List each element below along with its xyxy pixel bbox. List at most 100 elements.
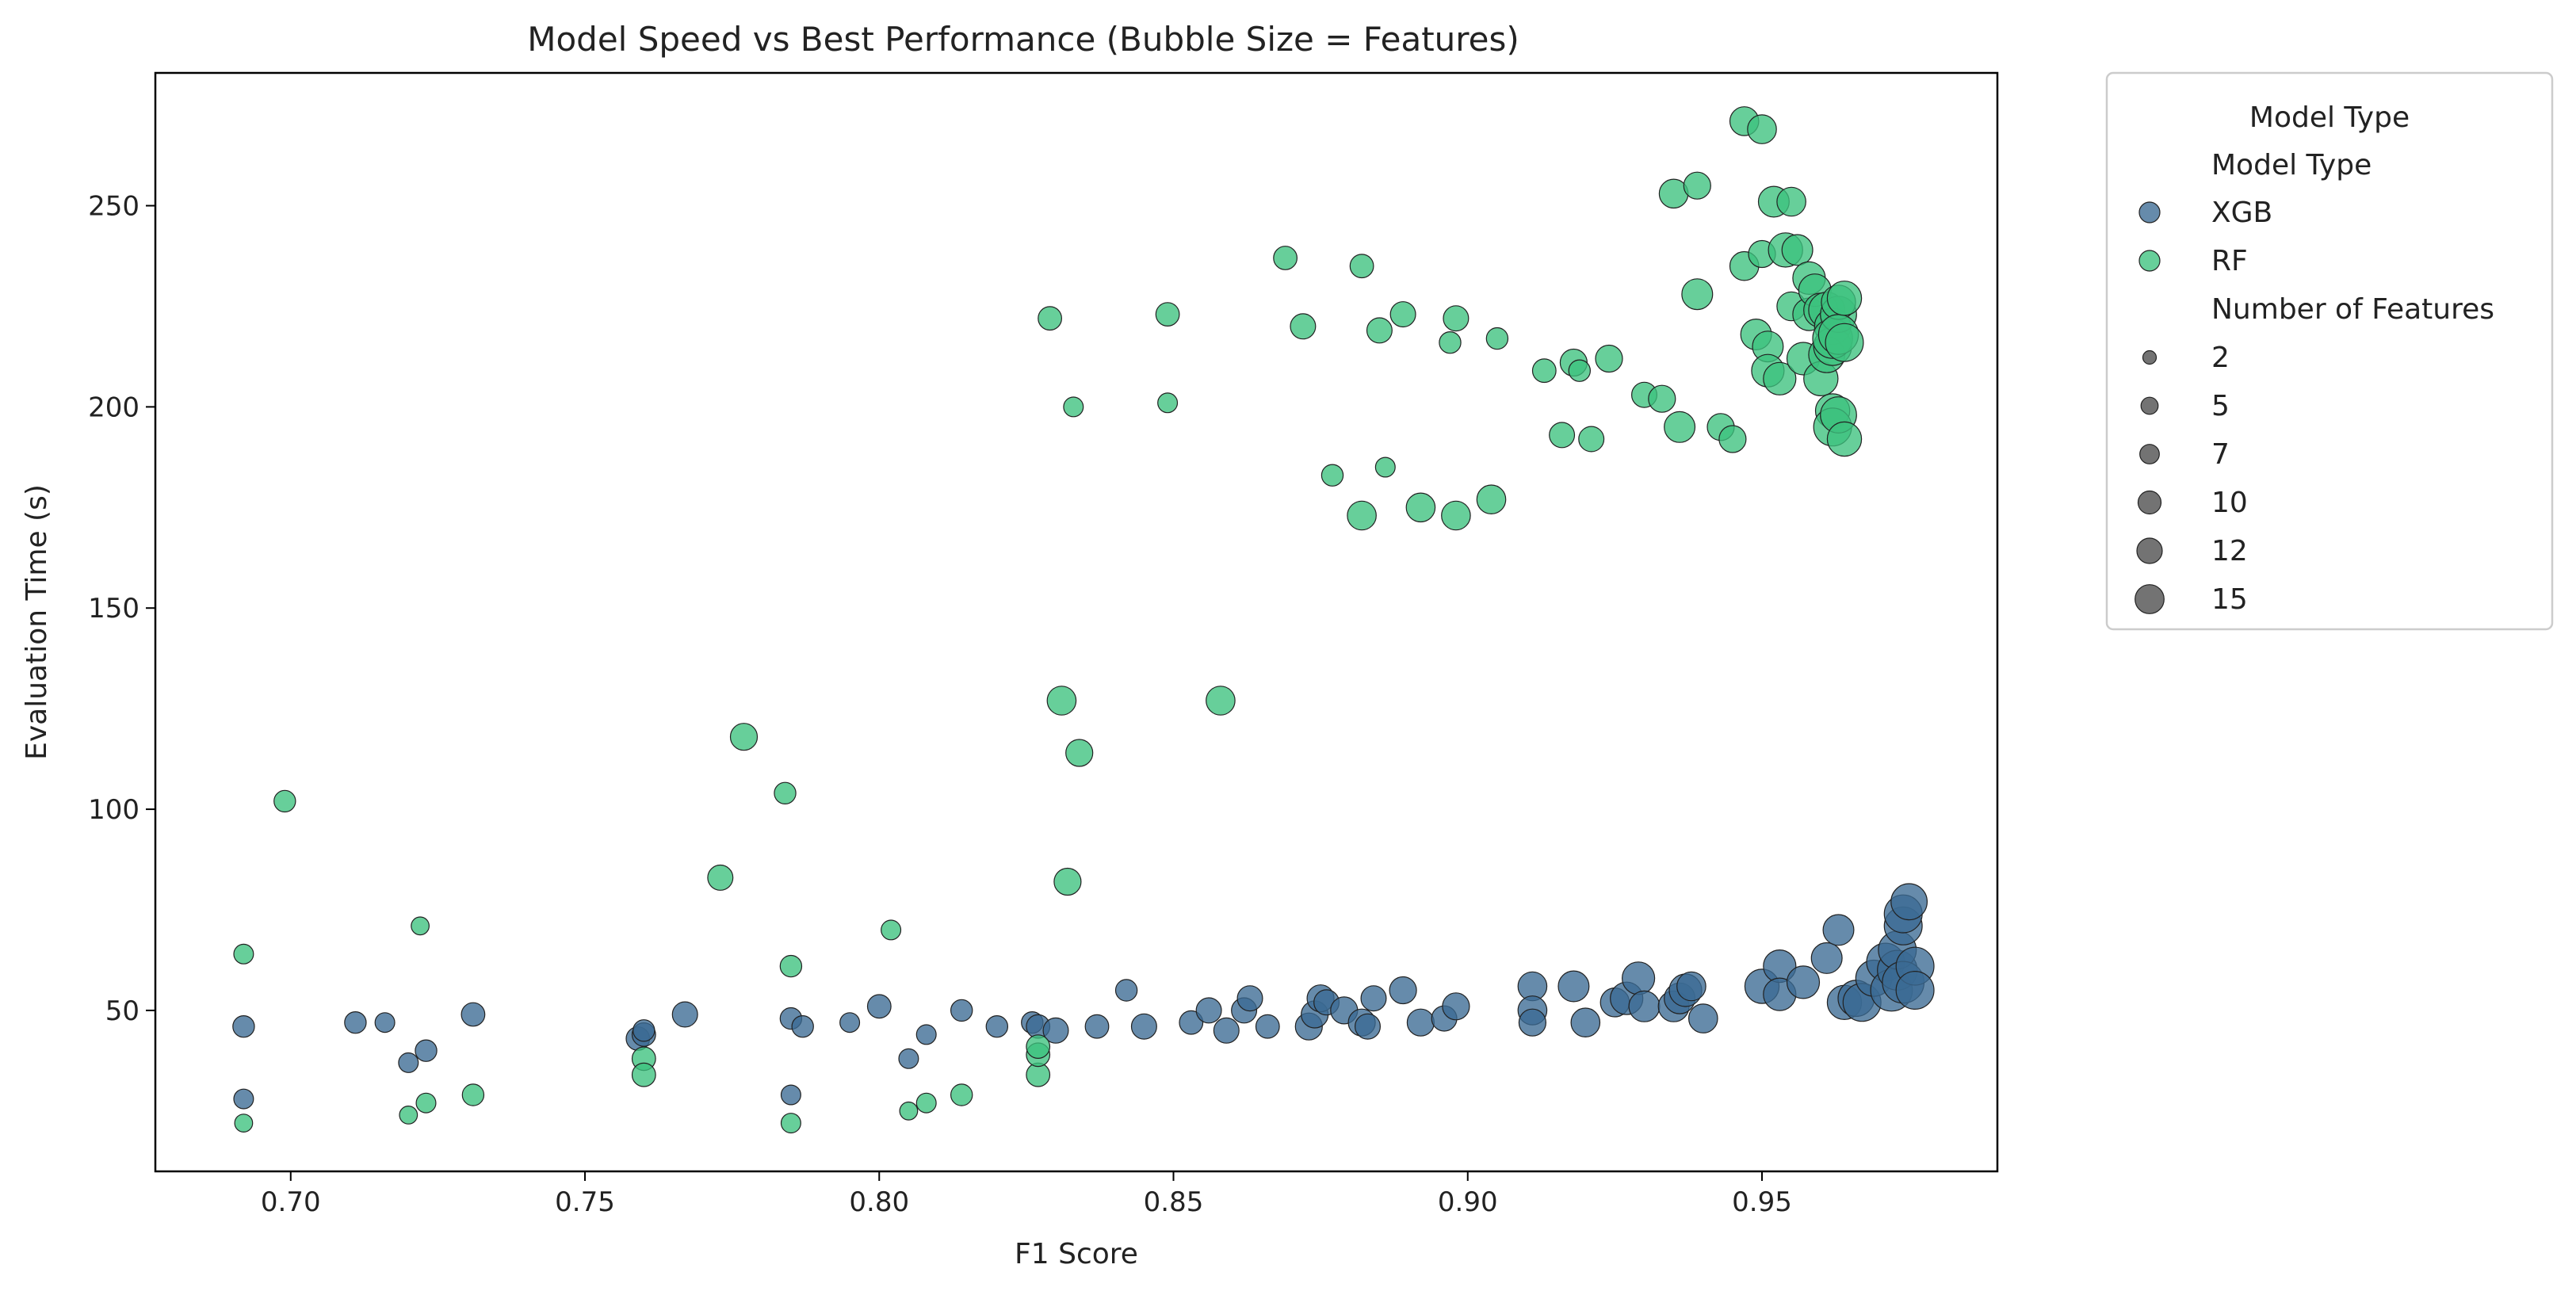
- legend-size-label: 2: [2211, 342, 2230, 374]
- y-tick-label: 200: [88, 392, 140, 423]
- data-point-rf: [1320, 464, 1344, 487]
- data-point-rf: [234, 1114, 254, 1133]
- data-point-xgb: [1084, 1014, 1110, 1039]
- legend-size-marker: [2140, 396, 2159, 415]
- data-point-xgb: [1042, 1017, 1069, 1044]
- data-point-xgb: [898, 1048, 919, 1069]
- legend-size-marker: [2136, 537, 2163, 564]
- data-point-rf: [1053, 867, 1082, 896]
- data-point-xgb: [1810, 942, 1843, 974]
- data-point-rf: [1718, 425, 1747, 453]
- data-point-xgb: [461, 1002, 486, 1027]
- legend-title: Model Type: [2249, 101, 2410, 134]
- legend-size-title: Number of Features: [2211, 293, 2494, 326]
- data-point-xgb: [415, 1039, 438, 1062]
- legend-size-label: 5: [2211, 390, 2230, 422]
- data-point-rf: [1681, 278, 1714, 311]
- x-tick-label: 0.85: [1144, 1186, 1204, 1218]
- data-point-xgb: [374, 1012, 396, 1033]
- legend-marker-rf: [2138, 250, 2161, 272]
- data-point-rf: [1439, 331, 1462, 354]
- data-point-rf: [461, 1083, 485, 1106]
- data-point-rf: [1366, 317, 1393, 344]
- data-point-rf: [1038, 306, 1062, 331]
- x-tick-label: 0.70: [261, 1186, 321, 1218]
- data-point-xgb: [1236, 985, 1263, 1012]
- data-point-xgb: [633, 1019, 655, 1042]
- data-point-rf: [1825, 323, 1864, 362]
- y-axis-label: Evaluation Time (s): [21, 484, 53, 760]
- data-point-xgb: [1195, 997, 1222, 1024]
- data-point-rf: [1443, 305, 1470, 332]
- data-point-rf: [233, 943, 254, 965]
- data-point-rf: [779, 954, 803, 978]
- data-point-xgb: [1622, 961, 1656, 995]
- data-point-rf: [729, 723, 759, 751]
- data-point-xgb: [839, 1012, 861, 1033]
- data-point-xgb: [1786, 965, 1821, 999]
- data-point-rf: [1273, 246, 1298, 270]
- data-point-rf: [1157, 392, 1179, 414]
- data-point-rf: [399, 1105, 419, 1125]
- data-point-rf: [1290, 313, 1317, 340]
- legend: Model Type Model Type XGB RF Number of Fe…: [2105, 71, 2554, 631]
- data-point-xgb: [1518, 1008, 1547, 1037]
- y-tick-label: 100: [88, 794, 140, 826]
- legend-size-label: 12: [2211, 535, 2248, 567]
- data-point-rf: [1046, 686, 1077, 716]
- legend-marker-xgb: [2138, 201, 2161, 223]
- y-tick-label: 150: [88, 593, 140, 625]
- data-point-xgb: [1676, 971, 1707, 1002]
- data-point-xgb: [1442, 992, 1470, 1021]
- data-point-rf: [1155, 302, 1180, 327]
- data-point-xgb: [915, 1024, 937, 1045]
- data-point-xgb: [1628, 990, 1661, 1022]
- data-point-rf: [1648, 384, 1676, 413]
- data-point-rf: [1763, 361, 1797, 395]
- data-point-xgb: [1822, 914, 1855, 946]
- legend-size-marker: [2135, 584, 2165, 614]
- x-axis: 0.70 0.75 0.80 0.85 0.90 0.95: [261, 1171, 1792, 1218]
- data-point-rf: [1063, 396, 1084, 418]
- data-point-rf: [915, 1092, 937, 1114]
- data-point-rf: [1065, 739, 1094, 767]
- data-point-rf: [1664, 411, 1696, 443]
- series-rf: [233, 106, 1864, 1134]
- data-point-rf: [273, 789, 296, 813]
- legend-label-rf: RF: [2211, 245, 2248, 277]
- legend-size-marker: [2142, 350, 2157, 365]
- data-point-xgb: [233, 1088, 254, 1110]
- data-point-xgb: [1570, 1007, 1601, 1038]
- x-tick-label: 0.90: [1438, 1186, 1498, 1218]
- data-point-rf: [1776, 186, 1806, 217]
- data-point-rf: [1826, 281, 1863, 316]
- legend-size-label: 15: [2211, 583, 2248, 616]
- data-point-rf: [1206, 686, 1236, 716]
- legend-size-label: 7: [2211, 438, 2230, 471]
- data-point-xgb: [1406, 1008, 1435, 1037]
- data-point-rf: [1683, 171, 1711, 200]
- chart-title: Model Speed vs Best Performance (Bubble …: [527, 20, 1519, 59]
- data-point-rf: [1781, 234, 1814, 266]
- data-point-xgb: [344, 1010, 367, 1034]
- legend-size-marker: [2139, 444, 2160, 464]
- data-point-xgb: [1354, 1013, 1381, 1040]
- data-point-xgb: [232, 1014, 255, 1038]
- y-axis: 50 100 150 200 250: [88, 191, 155, 1027]
- data-point-xgb: [1557, 970, 1590, 1003]
- data-point-xgb: [1255, 1014, 1280, 1039]
- legend-label-xgb: XGB: [2211, 197, 2272, 229]
- data-point-rf: [1578, 426, 1605, 453]
- legend-frame: [2105, 71, 2554, 631]
- data-point-xgb: [950, 999, 973, 1022]
- data-point-rf: [1747, 114, 1777, 144]
- data-point-xgb: [1179, 1010, 1204, 1035]
- plot-area: [154, 71, 1999, 1173]
- data-point-xgb: [985, 1014, 1009, 1038]
- data-point-rf: [1026, 1034, 1051, 1059]
- y-tick-label: 250: [88, 191, 140, 223]
- data-points: [232, 106, 1935, 1134]
- legend-size-marker: [2137, 490, 2162, 515]
- data-point-rf: [1568, 359, 1592, 382]
- data-point-rf: [1374, 456, 1396, 478]
